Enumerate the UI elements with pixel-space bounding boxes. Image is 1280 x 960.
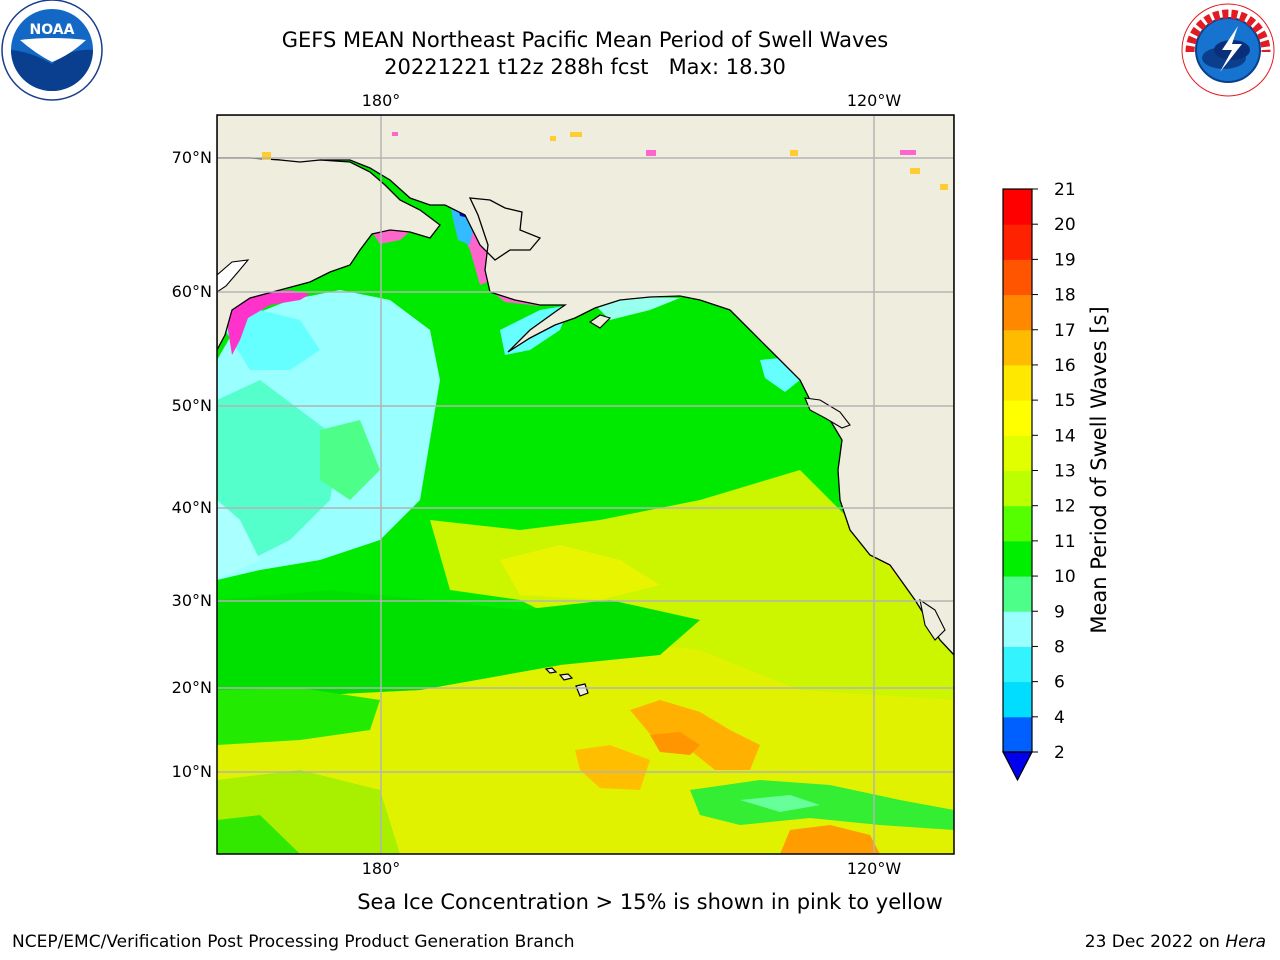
colorbar-segment (1003, 189, 1032, 225)
run-host: Hera (1225, 932, 1266, 952)
lon-label-top-180: 180° (362, 91, 401, 110)
run-date: 23 Dec 2022 on (1084, 932, 1226, 952)
map-frame (216, 114, 955, 855)
map-subtitle: 20221221 t12z 288h fcst Max: 18.30 (384, 55, 786, 79)
grid-lines (217, 115, 954, 854)
colorbar-segment (1003, 470, 1032, 507)
swell-yellow-east (430, 470, 954, 700)
sea-ice-arctic (262, 132, 948, 190)
colorbar-tick-label: 18 (1054, 286, 1076, 306)
swell-orange-patch-2 (780, 825, 880, 854)
sea-ice-note: Sea Ice Concentration > 15% is shown in … (357, 890, 943, 914)
lat-label-30n: 30°N (172, 591, 212, 610)
colorbar-segment (1003, 540, 1032, 577)
noaa-logo: NOAA (1, 0, 103, 101)
colorbar-segment (1003, 224, 1032, 260)
colorbar-tick-label: 11 (1054, 532, 1076, 552)
lat-label-50n: 50°N (172, 396, 212, 415)
run-date-credit: 23 Dec 2022 on Hera (1085, 932, 1266, 952)
colorbar-tick-label: 14 (1054, 426, 1076, 446)
lat-label-20n: 20°N (172, 678, 212, 697)
lat-label-10n: 10°N (172, 762, 212, 781)
colorbar-extend-arrow (1002, 751, 1033, 782)
map-area (217, 115, 954, 854)
colorbar-segment (1003, 259, 1032, 296)
colorbar-segment (1003, 611, 1032, 647)
colorbar-segment (1003, 646, 1032, 683)
colorbar-tick-label: 19 (1054, 250, 1076, 270)
colorbar-tick-label: 10 (1054, 567, 1076, 587)
colorbar-tick-label: 17 (1054, 321, 1076, 341)
map-title: GEFS MEAN Northeast Pacific Mean Period … (281, 28, 889, 52)
colorbar-tick-label: 6 (1054, 673, 1065, 693)
colorbar-tick-label: 20 (1054, 215, 1076, 235)
lat-label-70n: 70°N (172, 148, 212, 167)
colorbar: 2 4 6 8 9 10 11 12 13 14 15 16 17 18 19 20 21 (1002, 180, 1076, 782)
land-hawaii (544, 667, 589, 697)
lon-label-top-120w: 120°W (847, 91, 902, 110)
colorbar-segment (1003, 329, 1032, 366)
svg-text:NOAA: NOAA (30, 22, 75, 38)
colorbar-tick-label: 9 (1054, 602, 1065, 622)
colorbar-tick-label: 12 (1054, 497, 1076, 517)
colorbar-tick-label: 8 (1054, 637, 1065, 657)
colorbar-segment (1003, 364, 1032, 401)
producer-credit: NCEP/EMC/Verification Post Processing Pr… (12, 932, 575, 952)
lat-label-40n: 40°N (172, 498, 212, 517)
colorbar-segment (1003, 294, 1032, 331)
colorbar-tick-label: 2 (1054, 743, 1065, 763)
lat-label-60n: 60°N (172, 282, 212, 301)
colorbar-tick-label: 16 (1054, 356, 1076, 376)
colorbar-tick-label: 21 (1054, 180, 1076, 200)
lon-label-bottom-120w: 120°W (847, 859, 902, 878)
colorbar-tick-label: 4 (1054, 708, 1065, 728)
colorbar-segment (1003, 505, 1032, 542)
colorbar-segment (1003, 716, 1032, 753)
colorbar-segment (1003, 576, 1032, 612)
colorbar-segment (1003, 400, 1032, 436)
colorbar-segment (1003, 681, 1032, 718)
swell-orange-patch-1 (630, 700, 760, 770)
lon-label-bottom-180: 180° (362, 859, 401, 878)
colorbar-tick-label: 13 (1054, 462, 1076, 482)
nws-logo (1180, 2, 1276, 98)
colorbar-label: Mean Period of Swell Waves [s] (1087, 306, 1111, 633)
land-asia (217, 157, 441, 351)
colorbar-segment (1003, 435, 1032, 471)
land-north-america (217, 115, 954, 656)
colorbar-tick-label: 15 (1054, 391, 1076, 411)
